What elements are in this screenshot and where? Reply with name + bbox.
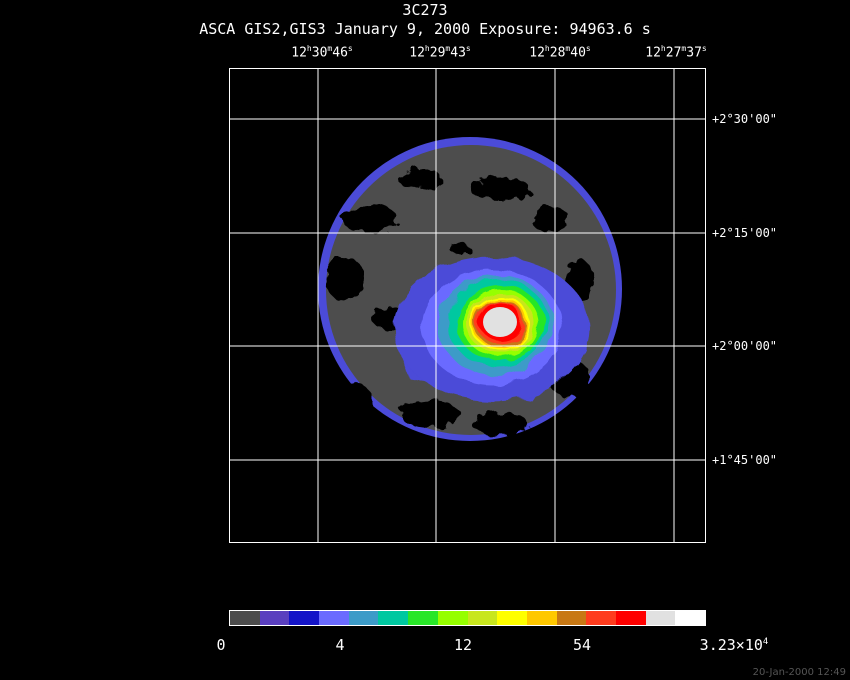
coordinate-grid bbox=[230, 69, 705, 542]
image-title: 3C273 bbox=[402, 1, 448, 19]
colorbar-segment bbox=[408, 611, 438, 625]
dec-tick-label: +2°00'00" bbox=[712, 339, 778, 353]
colorbar-segment bbox=[259, 611, 290, 625]
colorbar-segment bbox=[437, 611, 468, 625]
colorbar-segment bbox=[230, 611, 260, 625]
colorbar-label: 12 bbox=[453, 636, 473, 654]
xray-image-panel[interactable] bbox=[229, 68, 706, 543]
source-core bbox=[483, 307, 517, 337]
colorbar-segment bbox=[319, 611, 349, 625]
colorbar-segment bbox=[586, 611, 616, 625]
colorbar-segment bbox=[556, 611, 587, 625]
dec-tick-label: +1°45'00" bbox=[712, 453, 778, 467]
colorbar-segment bbox=[615, 611, 646, 625]
image-subtitle: ASCA GIS2,GIS3 January 9, 2000 Exposure:… bbox=[199, 20, 651, 38]
colorbar-label: 0 bbox=[216, 636, 226, 654]
dec-tick-label: +2°30'00" bbox=[712, 112, 778, 126]
colorbar-segment bbox=[645, 611, 676, 625]
colorbar-segment bbox=[497, 611, 527, 625]
ra-tick-label: 12h29m43s bbox=[409, 44, 471, 61]
ra-tick-label: 12h27m37s bbox=[645, 44, 707, 61]
ra-tick-label: 12h28m40s bbox=[529, 44, 591, 61]
colorbar-label: 3.23×104 bbox=[699, 636, 769, 654]
dec-tick-label: +2°15'00" bbox=[712, 226, 778, 240]
colorbar-segment bbox=[467, 611, 498, 625]
timestamp: 20-Jan-2000 12:49 bbox=[752, 667, 846, 678]
colorbar-label: 4 bbox=[335, 636, 345, 654]
colorbar-segment bbox=[289, 611, 320, 625]
colorbar-segment bbox=[348, 611, 379, 625]
colorbar bbox=[229, 610, 706, 626]
xray-image bbox=[230, 69, 705, 542]
colorbar-label: 54 bbox=[572, 636, 592, 654]
colorbar-segment bbox=[378, 611, 409, 625]
ra-tick-label: 12h30m46s bbox=[291, 44, 353, 61]
colorbar-segment bbox=[526, 611, 557, 625]
colorbar-segment bbox=[675, 611, 705, 625]
